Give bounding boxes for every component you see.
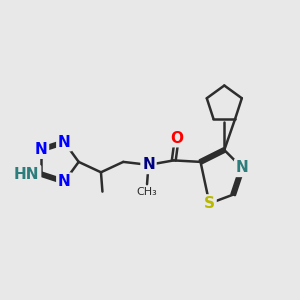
Text: N: N <box>236 160 248 175</box>
Text: N: N <box>58 174 71 189</box>
Text: N: N <box>58 135 71 150</box>
Text: CH₃: CH₃ <box>137 187 158 196</box>
Text: N: N <box>35 142 47 157</box>
Text: HN: HN <box>14 167 40 182</box>
Text: N: N <box>142 158 155 172</box>
Text: O: O <box>170 130 183 146</box>
Text: S: S <box>204 196 215 211</box>
